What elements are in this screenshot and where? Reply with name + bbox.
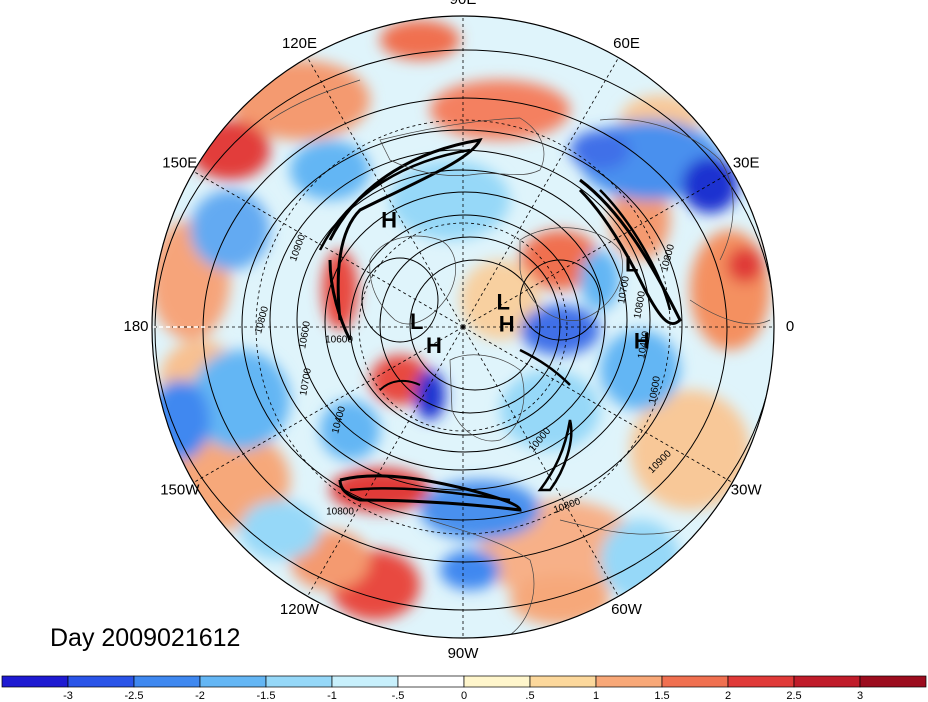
colorbar-tick-label: 0 [461, 690, 467, 702]
meridian-line [462, 326, 733, 483]
colorbar-tick-label: -3 [63, 690, 73, 702]
meridian-line [462, 171, 733, 328]
colorbar-swatch [331, 675, 399, 688]
meridian-line [462, 326, 619, 597]
contour-label: 10700 [298, 367, 314, 397]
longitude-label: 120W [280, 601, 320, 618]
contour-label: 10600 [297, 320, 313, 350]
contour-label: 10600 [647, 375, 663, 405]
longitude-label: 90W [448, 645, 480, 662]
longitude-label: 60E [613, 35, 640, 52]
longitude-label: 30E [733, 154, 760, 171]
colorbar: -3 -2.5 -2 -1.5 -1 -.5 0 .5 1 1.5 2 2.5 3 [1, 675, 927, 702]
colorbar-swatch [67, 675, 135, 688]
colorbar-tick-label: 1 [593, 690, 599, 702]
colorbar-swatch [199, 675, 267, 688]
colorbar-swatch [133, 675, 201, 688]
colorbar-swatch [463, 675, 531, 688]
colorbar-swatch [265, 675, 333, 688]
low-pressure-label: L [410, 309, 423, 334]
meridian-line [193, 171, 464, 328]
colorbar-swatch [595, 675, 663, 688]
map-boundary [151, 15, 775, 639]
colorbar-swatch [661, 675, 729, 688]
colorbar-tick-label: -1.5 [257, 690, 276, 702]
longitude-label: 30W [731, 481, 763, 498]
colorbar-tick-label: 2.5 [786, 690, 801, 702]
low-pressure-label: L [497, 290, 510, 315]
longitude-label: 60W [611, 601, 643, 618]
contour-label: 10800 [326, 507, 354, 518]
colorbar-tick-label: -1 [327, 690, 337, 702]
geopotential-contours [154, 49, 774, 636]
high-pressure-label: H [499, 311, 515, 336]
contour-label: 10600 [325, 335, 353, 346]
low-pressure-label: L [625, 251, 638, 276]
longitude-labels: 90E 60E 30E 0 30W 60W 90W 120W 150W 180 150E 120E [123, 0, 794, 662]
meridian-line [307, 57, 464, 328]
meridian-lines [152, 16, 774, 638]
meridian-line [193, 326, 464, 483]
longitude-label: 150E [162, 154, 197, 171]
contour-label: 10700 [616, 275, 632, 305]
colorbar-swatch [793, 675, 861, 688]
high-pressure-label: H [381, 207, 397, 232]
meridian-line [307, 326, 464, 597]
longitude-label: 120E [282, 35, 317, 52]
colorbar-tick-label: -2.5 [125, 690, 144, 702]
longitude-label: 150W [160, 481, 200, 498]
colorbar-tick-label: 3 [857, 690, 863, 702]
colorbar-swatch [397, 675, 465, 688]
colorbar-swatch [1, 675, 69, 688]
high-pressure-label: H [426, 333, 442, 358]
contour-label: 10400 [636, 330, 652, 360]
colorbar-swatch [859, 675, 927, 688]
colorbar-swatch [529, 675, 597, 688]
meridian-line [462, 57, 619, 328]
colorbar-tick-label: .5 [525, 690, 534, 702]
colorbar-tick-label: 1.5 [654, 690, 669, 702]
colorbar-tick-label: -2 [195, 690, 205, 702]
colorbar-tick-label: -.5 [392, 690, 405, 702]
colorbar-swatch [727, 675, 795, 688]
longitude-label: 90E [450, 0, 477, 8]
contour-label: 10800 [632, 290, 648, 320]
longitude-label: 0 [786, 318, 794, 335]
colorbar-tick-label: 2 [725, 690, 731, 702]
high-pressure-label: H [634, 328, 650, 353]
map-title: Day 2009021612 [50, 624, 240, 652]
longitude-label: 180 [123, 318, 148, 335]
